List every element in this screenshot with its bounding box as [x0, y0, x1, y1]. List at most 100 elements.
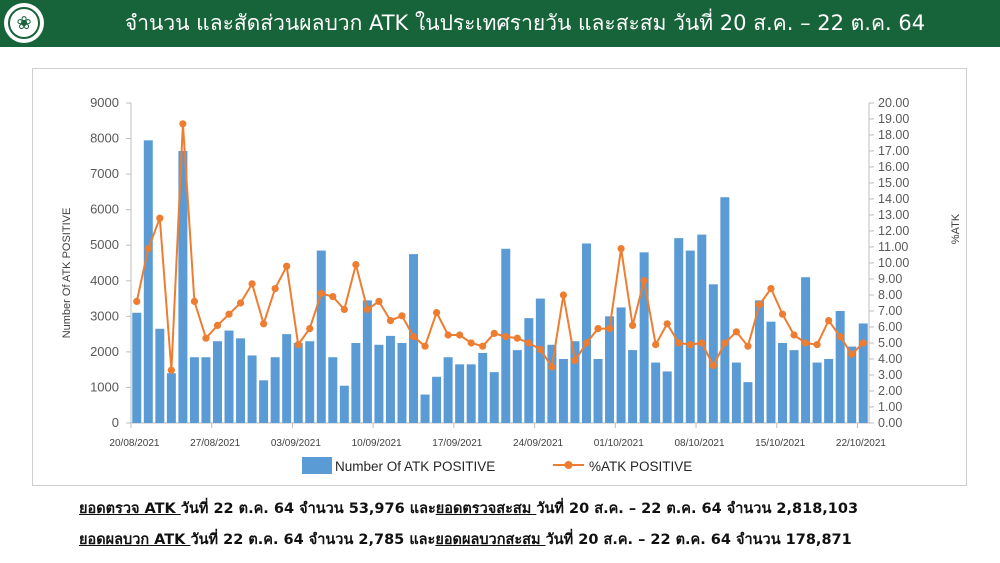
point-pct-atk-positive — [179, 120, 187, 128]
x-tick-label: 24/09/2021 — [513, 438, 563, 449]
bar-atk-positive — [385, 335, 395, 423]
point-pct-atk-positive — [721, 339, 729, 347]
point-pct-atk-positive — [156, 214, 164, 222]
bar-atk-positive — [420, 394, 430, 423]
point-pct-atk-positive — [352, 261, 360, 269]
ministry-logo-icon: ❀ — [4, 3, 44, 43]
y-tick-label: 8000 — [90, 131, 119, 146]
bar-atk-positive — [362, 300, 372, 423]
y2-tick-label: 16.00 — [878, 160, 909, 174]
y-tick-label: 0 — [112, 415, 119, 430]
y-tick-label: 5000 — [90, 237, 119, 252]
bar-atk-positive — [824, 359, 834, 423]
point-pct-atk-positive — [744, 342, 752, 350]
x-tick-label: 08/10/2021 — [674, 438, 724, 449]
y-tick-label: 3000 — [90, 308, 119, 323]
bar-atk-positive — [708, 284, 718, 423]
point-pct-atk-positive — [375, 297, 383, 305]
point-pct-atk-positive — [317, 289, 325, 297]
point-pct-atk-positive — [617, 245, 625, 253]
point-pct-atk-positive — [213, 321, 222, 329]
bar-atk-positive — [766, 321, 776, 423]
bar-atk-positive — [801, 277, 811, 423]
bar-atk-positive — [259, 380, 269, 423]
bar-atk-positive — [397, 343, 407, 423]
y2-tick-label: 3.00 — [878, 368, 902, 382]
y2-axis-title: %ATK — [950, 213, 962, 244]
bar-atk-positive — [662, 371, 672, 423]
bar-atk-positive — [155, 328, 165, 423]
point-pct-atk-positive — [467, 339, 475, 347]
point-pct-atk-positive — [675, 339, 683, 347]
point-pct-atk-positive — [698, 339, 706, 347]
bar-atk-positive — [847, 346, 857, 423]
bar-atk-positive — [189, 357, 199, 423]
point-pct-atk-positive — [559, 291, 568, 299]
bar-atk-positive — [339, 385, 349, 423]
bar-atk-positive — [524, 318, 534, 423]
x-tick-label: 27/08/2021 — [190, 438, 240, 449]
bar-atk-positive — [605, 316, 615, 423]
legend-label-bar: Number Of ATK POSITIVE — [335, 459, 495, 474]
y2-tick-label: 15.00 — [878, 176, 909, 190]
point-pct-atk-positive — [409, 333, 418, 341]
y2-tick-label: 18.00 — [878, 128, 909, 142]
point-pct-atk-positive — [548, 363, 556, 371]
point-pct-atk-positive — [490, 329, 498, 337]
bar-atk-positive — [201, 357, 211, 423]
point-pct-atk-positive — [444, 331, 452, 339]
y2-tick-label: 14.00 — [878, 192, 909, 206]
point-pct-atk-positive — [190, 297, 199, 305]
cumulative-tests-text: วันที่ 20 ส.ค. – 22 ต.ค. 64 จำนวน 2,818,… — [536, 501, 859, 517]
bar-atk-positive — [743, 382, 753, 423]
x-tick-label: 20/08/2021 — [109, 438, 159, 449]
point-pct-atk-positive — [755, 301, 764, 309]
bar-atk-positive — [547, 344, 557, 423]
daily-positive-label: ยอดผลบวก ATK — [79, 532, 191, 548]
point-pct-atk-positive — [456, 331, 464, 339]
cumulative-tests-label: ยอดตรวจสะสม — [435, 501, 537, 517]
point-pct-atk-positive — [271, 285, 279, 293]
x-tick-label: 17/09/2021 — [432, 438, 482, 449]
bar-atk-positive — [432, 376, 442, 423]
point-pct-atk-positive — [629, 321, 637, 329]
y2-tick-label: 17.00 — [878, 144, 909, 158]
point-pct-atk-positive — [479, 342, 487, 350]
bar-atk-positive — [166, 373, 176, 423]
point-pct-atk-positive — [144, 245, 152, 253]
legend-label-line: %ATK POSITIVE — [589, 459, 692, 474]
bar-atk-positive — [674, 238, 684, 423]
y2-tick-label: 8.00 — [878, 288, 902, 302]
bar-atk-positive — [731, 362, 741, 423]
point-pct-atk-positive — [398, 312, 406, 320]
bar-atk-positive — [570, 341, 580, 423]
bar-atk-positive — [685, 250, 695, 423]
point-pct-atk-positive — [640, 277, 648, 285]
y2-tick-label: 9.00 — [878, 272, 902, 286]
bar-atk-positive — [466, 364, 476, 423]
bar-atk-positive — [374, 344, 384, 423]
bar-atk-positive — [443, 357, 453, 423]
y-axis-title: Number Of ATK POSITIVE — [61, 208, 73, 339]
point-pct-atk-positive — [732, 328, 740, 336]
bar-atk-positive — [143, 140, 153, 423]
y2-tick-label: 10.00 — [878, 256, 909, 270]
point-pct-atk-positive — [432, 309, 441, 317]
bar-atk-positive — [282, 334, 292, 423]
x-tick-label: 01/10/2021 — [594, 438, 644, 449]
bar-atk-positive — [858, 323, 868, 423]
bar-atk-positive — [812, 362, 822, 423]
y2-tick-label: 20.00 — [878, 96, 909, 110]
point-pct-atk-positive — [594, 325, 602, 333]
point-pct-atk-positive — [283, 262, 291, 270]
y-tick-label: 6000 — [90, 202, 119, 217]
point-pct-atk-positive — [709, 361, 717, 369]
point-pct-atk-positive — [513, 334, 521, 342]
point-pct-atk-positive — [836, 333, 844, 341]
point-pct-atk-positive — [801, 339, 810, 347]
bar-atk-positive — [593, 359, 603, 423]
daily-tests-label: ยอดตรวจ ATK — [79, 501, 181, 517]
bar-atk-positive — [328, 357, 338, 423]
bar-atk-positive — [270, 357, 280, 423]
point-pct-atk-positive — [813, 341, 821, 349]
